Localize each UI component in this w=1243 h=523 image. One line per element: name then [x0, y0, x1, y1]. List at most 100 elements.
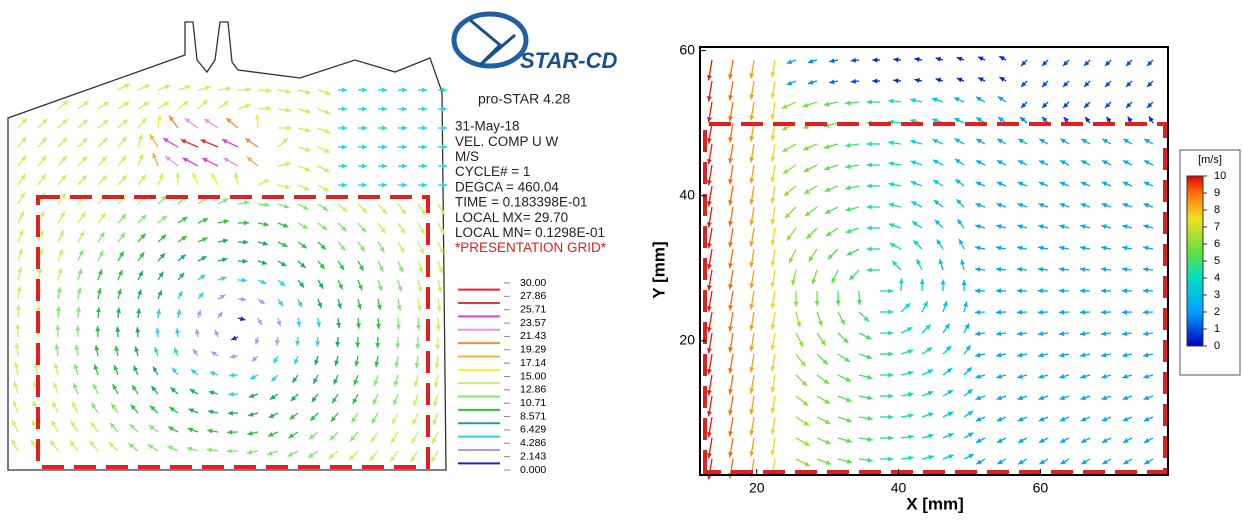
legend-label: 4.286	[520, 437, 546, 449]
flow-arrow-head	[414, 382, 419, 387]
colorbar-tick-label: 3	[1214, 289, 1220, 301]
info-note: *PRESENTATION GRID*	[455, 240, 607, 255]
left-arrows	[12, 84, 447, 462]
flow-arrow-head	[1059, 203, 1065, 208]
flow-arrow-head	[996, 246, 1001, 251]
flow-arrow-head	[829, 79, 834, 84]
flow-arrow-head	[1080, 288, 1085, 293]
flow-arrow-head	[1080, 246, 1085, 251]
flow-arrow-head	[707, 138, 712, 143]
flow-arrow-head	[246, 87, 251, 92]
colorbar-tick-label: 6	[1214, 238, 1220, 250]
flow-arrow-head	[943, 301, 948, 307]
flow-arrow-head	[803, 103, 809, 108]
flow-arrow-head	[422, 126, 427, 131]
flow-arrow-head	[397, 305, 402, 310]
flow-arrow-head	[207, 429, 212, 434]
flow-arrow-head	[228, 411, 233, 416]
flow-arrow-head	[867, 416, 872, 421]
flow-arrow-head	[377, 305, 382, 310]
flow-arrow-head	[770, 282, 775, 287]
flow-arrow-head	[416, 325, 421, 330]
flow-arrow-head	[867, 205, 872, 210]
flow-arrow-head	[286, 126, 291, 131]
plot-frame	[700, 47, 1168, 475]
flow-arrow-head	[749, 451, 754, 456]
flow-arrow-head	[888, 289, 893, 294]
figure: STAR-CD pro-STAR 4.28 31-May-18VEL. COMP…	[0, 0, 1243, 518]
flow-arrow-head	[286, 89, 291, 94]
flow-arrow-head	[175, 172, 180, 177]
flow-arrow-head	[335, 342, 340, 347]
flow-arrow-head	[1038, 246, 1043, 251]
flow-arrow-head	[867, 226, 872, 231]
flow-arrow-head	[770, 156, 775, 161]
flow-arrow-head	[1101, 203, 1107, 208]
flow-arrow-head	[56, 306, 61, 311]
flow-arrow-head	[728, 431, 733, 436]
flow-arrow-head	[1143, 310, 1148, 315]
info-line: LOCAL MN= 0.1298E-01	[455, 225, 605, 240]
flow-arrow-head	[221, 276, 227, 281]
flow-arrow-head	[728, 116, 733, 121]
flow-arrow-head	[382, 107, 387, 112]
flow-arrow-head	[422, 183, 427, 188]
flow-arrow-head	[334, 360, 339, 365]
flow-arrow-head	[362, 88, 367, 93]
flow-arrow-head	[292, 377, 297, 383]
flow-arrow-head	[1101, 353, 1106, 358]
flow-arrow-head	[382, 126, 387, 131]
flow-arrow-head	[889, 182, 894, 187]
flow-arrow-head	[749, 430, 754, 435]
flow-arrow-head	[707, 411, 712, 416]
flow-arrow-head	[114, 346, 119, 351]
flow-arrow-head	[770, 429, 775, 434]
flow-arrow-head	[888, 373, 893, 378]
flow-arrow-head	[728, 389, 733, 394]
flow-arrow-head	[115, 327, 120, 332]
flow-arrow-head	[707, 201, 712, 206]
flow-arrow-head	[422, 88, 427, 93]
flow-arrow-head	[1038, 203, 1044, 208]
flow-arrow-head	[928, 455, 933, 460]
flow-arrow-head	[962, 280, 967, 285]
flow-arrow-head	[243, 259, 248, 264]
flow-arrow-head	[355, 342, 360, 347]
flow-arrow-head	[770, 240, 775, 245]
flow-arrow-head	[422, 107, 427, 112]
legend-label: 27.86	[520, 290, 546, 302]
flow-arrow-head	[241, 297, 246, 302]
flow-arrow-head	[975, 310, 980, 315]
flow-arrow-head	[247, 431, 252, 436]
flow-arrow-head	[1038, 310, 1043, 315]
flow-arrow-head	[360, 246, 365, 252]
flow-arrow-head	[342, 145, 347, 150]
flow-arrow-head	[888, 415, 893, 420]
flow-arrow-head	[908, 371, 913, 376]
flow-arrow-head	[244, 220, 249, 225]
flow-arrow-head	[707, 432, 712, 437]
region-box	[38, 197, 428, 467]
flow-arrow-head	[14, 362, 19, 367]
flow-arrow-head	[362, 145, 367, 150]
flow-arrow-head	[770, 324, 775, 329]
flow-arrow-head	[749, 178, 754, 183]
flow-arrow-head	[845, 185, 850, 190]
flow-arrow-head	[266, 106, 271, 111]
flow-arrow-head	[434, 382, 439, 387]
flow-arrow-head	[794, 302, 799, 307]
flow-arrow-head	[996, 288, 1001, 293]
legend-label: 0.000	[520, 464, 546, 476]
flow-arrow-head	[893, 57, 898, 62]
flow-arrow-head	[234, 172, 239, 177]
flow-arrow-head	[275, 340, 280, 345]
flow-arrow-head	[362, 183, 367, 188]
flow-arrow-head	[227, 449, 232, 454]
flow-arrow-head	[1101, 288, 1106, 293]
flow-arrow-head	[223, 219, 228, 224]
flow-arrow-head	[707, 222, 712, 227]
flow-arrow-head	[442, 164, 447, 169]
flow-arrow-head	[889, 223, 895, 228]
flow-arrow-head	[728, 221, 733, 226]
